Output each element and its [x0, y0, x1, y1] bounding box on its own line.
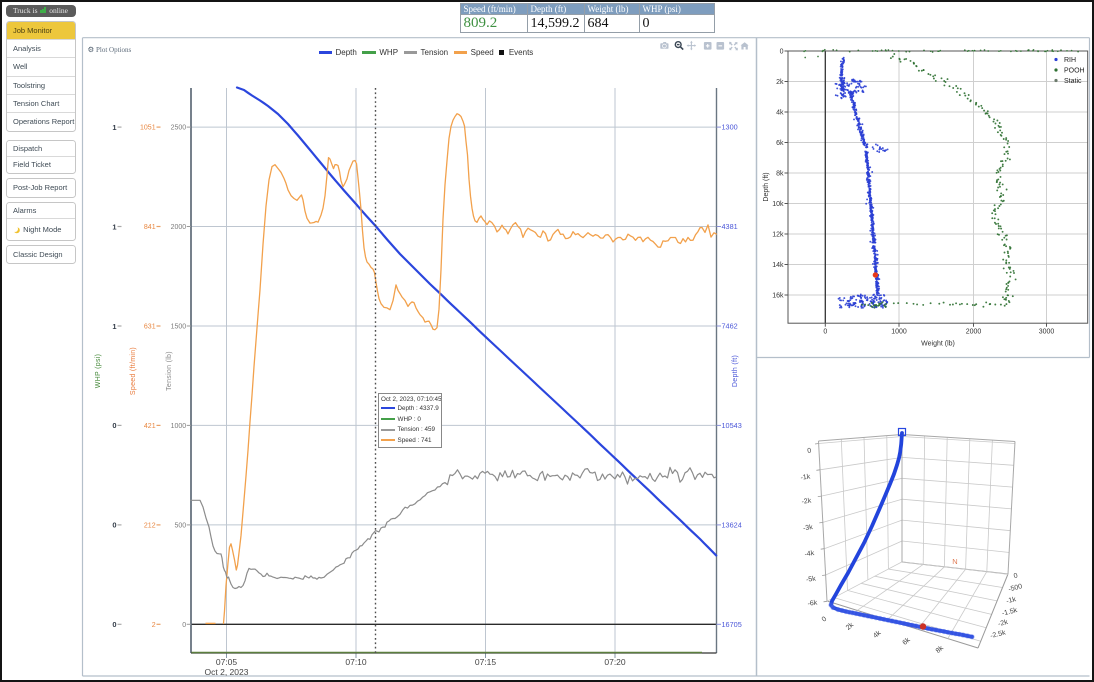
svg-text:14k: 14k: [772, 262, 784, 269]
svg-text:1000: 1000: [171, 423, 187, 430]
svg-text:2000: 2000: [966, 329, 982, 336]
svg-text:1500: 1500: [171, 324, 187, 331]
svg-text:10k: 10k: [772, 201, 784, 208]
svg-text:1000: 1000: [891, 329, 907, 336]
svg-text:16k: 16k: [772, 293, 784, 300]
svg-text:8k: 8k: [776, 171, 784, 178]
svg-text:631: 631: [144, 324, 156, 331]
svg-text:-6k: -6k: [807, 599, 818, 607]
svg-text:POOH: POOH: [1064, 68, 1085, 75]
svg-text:07:20: 07:20: [604, 657, 626, 667]
svg-text:-500: -500: [1008, 583, 1023, 593]
svg-text:-2k: -2k: [801, 497, 812, 505]
svg-text:7462: 7462: [722, 322, 738, 331]
svg-text:4k: 4k: [872, 629, 883, 639]
svg-text:-3k: -3k: [803, 524, 814, 532]
svg-text:6k: 6k: [902, 636, 913, 646]
svg-text:0: 0: [821, 616, 829, 624]
svg-text:6k: 6k: [776, 140, 784, 147]
svg-text:0: 0: [780, 49, 784, 56]
svg-text:3000: 3000: [1039, 329, 1055, 336]
svg-text:-2.5k: -2.5k: [990, 629, 1007, 640]
svg-text:500: 500: [175, 523, 187, 530]
svg-text:07:10: 07:10: [345, 657, 367, 667]
svg-text:8k: 8k: [935, 644, 946, 654]
svg-text:0: 0: [823, 329, 827, 336]
svg-text:2500: 2500: [171, 125, 187, 132]
svg-text:0: 0: [182, 622, 186, 629]
svg-text:2k: 2k: [845, 621, 856, 631]
svg-text:0: 0: [112, 521, 116, 530]
svg-text:07:15: 07:15: [475, 657, 497, 667]
svg-text:0: 0: [112, 620, 116, 629]
svg-text:Speed (ft/min): Speed (ft/min): [130, 347, 137, 395]
svg-text:13624: 13624: [722, 521, 742, 530]
svg-text:1: 1: [112, 322, 116, 331]
svg-text:-5k: -5k: [806, 575, 817, 583]
svg-text:12k: 12k: [772, 232, 784, 239]
svg-text:421: 421: [144, 423, 156, 430]
svg-text:1: 1: [112, 123, 116, 132]
svg-text:1: 1: [112, 222, 116, 231]
svg-text:WHP (psi): WHP (psi): [95, 354, 102, 388]
svg-text:-2k: -2k: [997, 619, 1009, 628]
svg-text:16705: 16705: [722, 620, 742, 629]
svg-text:2000: 2000: [171, 224, 187, 231]
svg-text:-1.5k: -1.5k: [1001, 607, 1018, 618]
svg-text:Depth (ft): Depth (ft): [732, 355, 739, 387]
svg-text:N: N: [952, 557, 957, 566]
svg-text:07:05: 07:05: [216, 657, 238, 667]
svg-text:1300: 1300: [722, 123, 738, 132]
svg-text:2: 2: [152, 622, 156, 629]
svg-text:0: 0: [1013, 572, 1019, 580]
svg-text:Tension (lb): Tension (lb): [166, 351, 173, 391]
svg-text:4k: 4k: [776, 110, 784, 117]
svg-text:2k: 2k: [776, 79, 784, 86]
svg-text:1051: 1051: [140, 125, 156, 132]
svg-text:-1k: -1k: [800, 473, 811, 481]
svg-text:Static: Static: [1064, 78, 1082, 85]
svg-text:0: 0: [112, 421, 116, 430]
svg-text:-1k: -1k: [1006, 596, 1018, 605]
svg-text:212: 212: [144, 523, 156, 530]
svg-text:Weight (lb): Weight (lb): [921, 341, 955, 348]
svg-text:841: 841: [144, 224, 156, 231]
svg-text:10543: 10543: [722, 421, 742, 430]
svg-text:4381: 4381: [722, 222, 738, 231]
svg-text:Oct 2, 2023: Oct 2, 2023: [205, 667, 249, 677]
svg-text:Depth (ft): Depth (ft): [763, 172, 770, 201]
svg-text:RIH: RIH: [1064, 57, 1076, 64]
svg-text:-4k: -4k: [804, 550, 815, 558]
svg-text:0: 0: [807, 448, 812, 455]
